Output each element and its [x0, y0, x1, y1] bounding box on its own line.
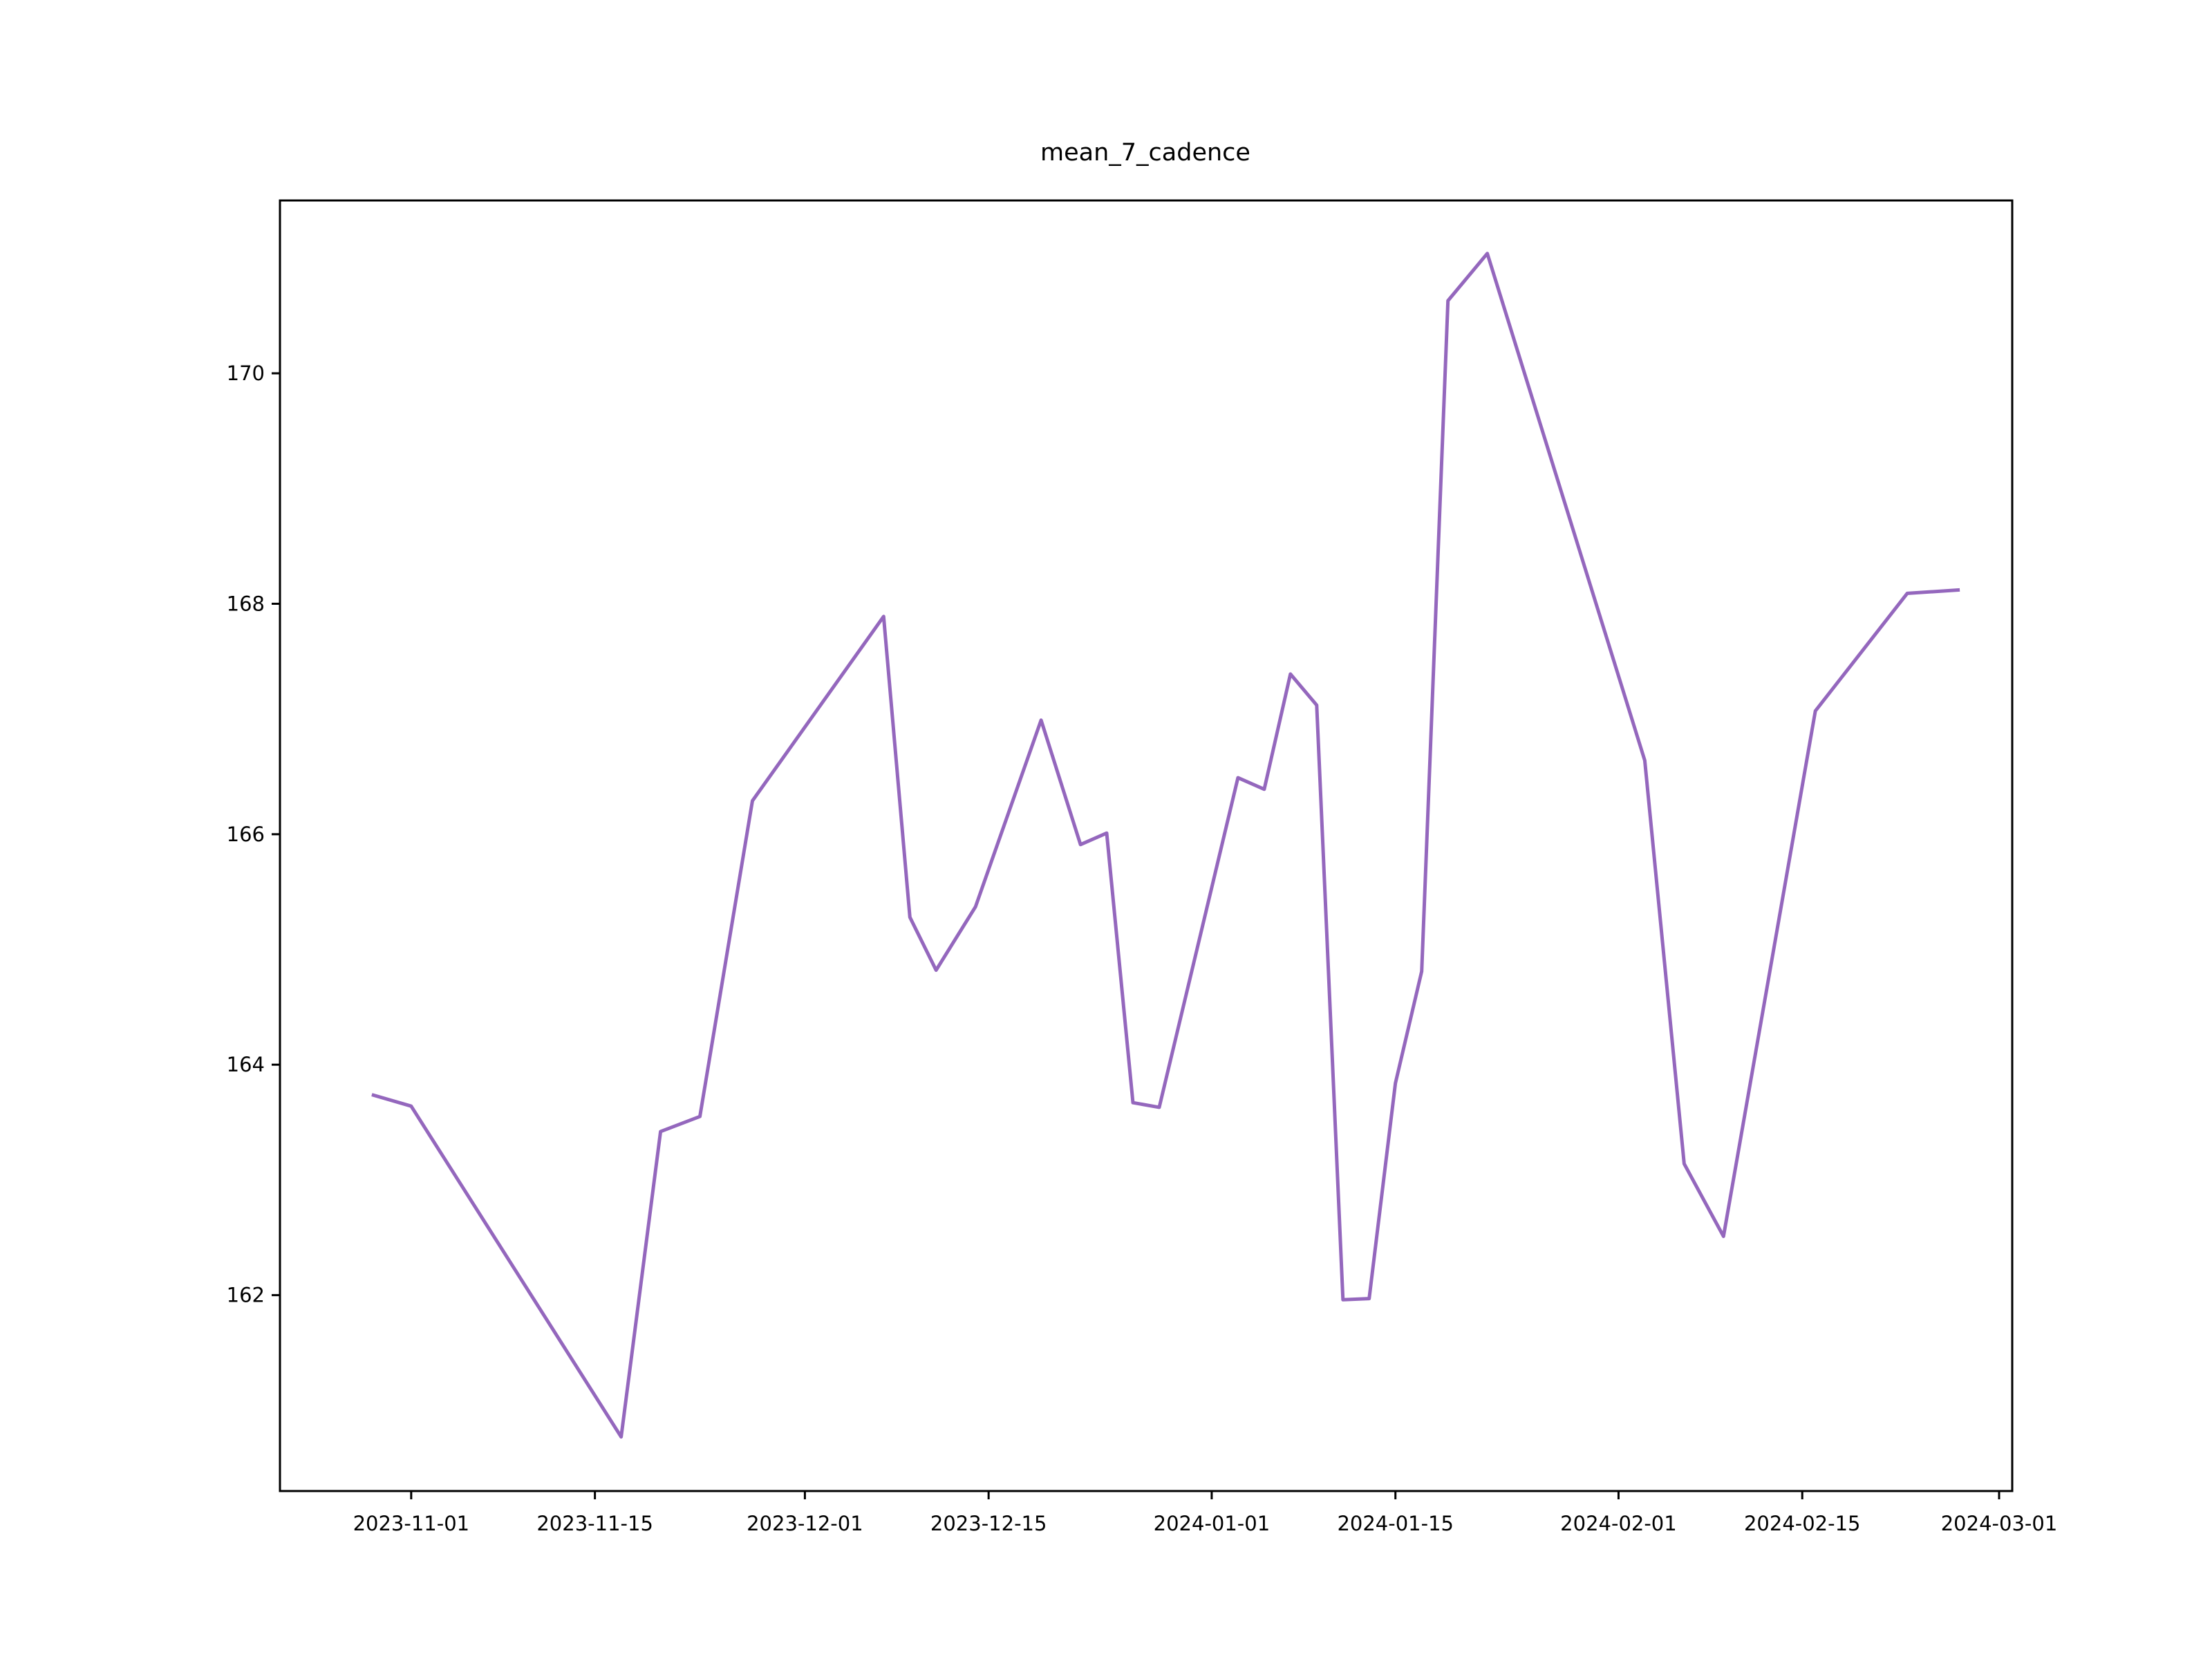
- y-tick-label: 168: [227, 592, 265, 615]
- y-tick-label: 164: [227, 1053, 265, 1076]
- x-tick-label: 2024-01-01: [1154, 1512, 1271, 1535]
- y-tick-label: 170: [227, 362, 265, 385]
- x-tick-label: 2023-12-01: [747, 1512, 863, 1535]
- x-axis: 2023-11-01 2023-11-15 2023-12-01 2023-12-15…: [353, 1491, 2058, 1535]
- y-tick-label: 162: [227, 1284, 265, 1307]
- x-tick-label: 2023-11-01: [353, 1512, 470, 1535]
- plot-frame: [279, 199, 2014, 1492]
- series-line: [371, 252, 1960, 1439]
- y-tick-label: 166: [227, 823, 265, 846]
- x-tick-label: 2023-12-15: [930, 1512, 1047, 1535]
- y-axis: 162 164 166 168 170: [227, 362, 280, 1307]
- series-group: [371, 252, 1960, 1439]
- chart-title: mean_7_cadence: [1040, 139, 1250, 167]
- x-tick-label: 2024-01-15: [1337, 1512, 1454, 1535]
- x-tick-label: 2024-02-15: [1744, 1512, 1861, 1535]
- x-tick-label: 2023-11-15: [536, 1512, 653, 1535]
- x-tick-label: 2024-03-01: [1941, 1512, 2058, 1535]
- x-tick-label: 2024-02-01: [1560, 1512, 1677, 1535]
